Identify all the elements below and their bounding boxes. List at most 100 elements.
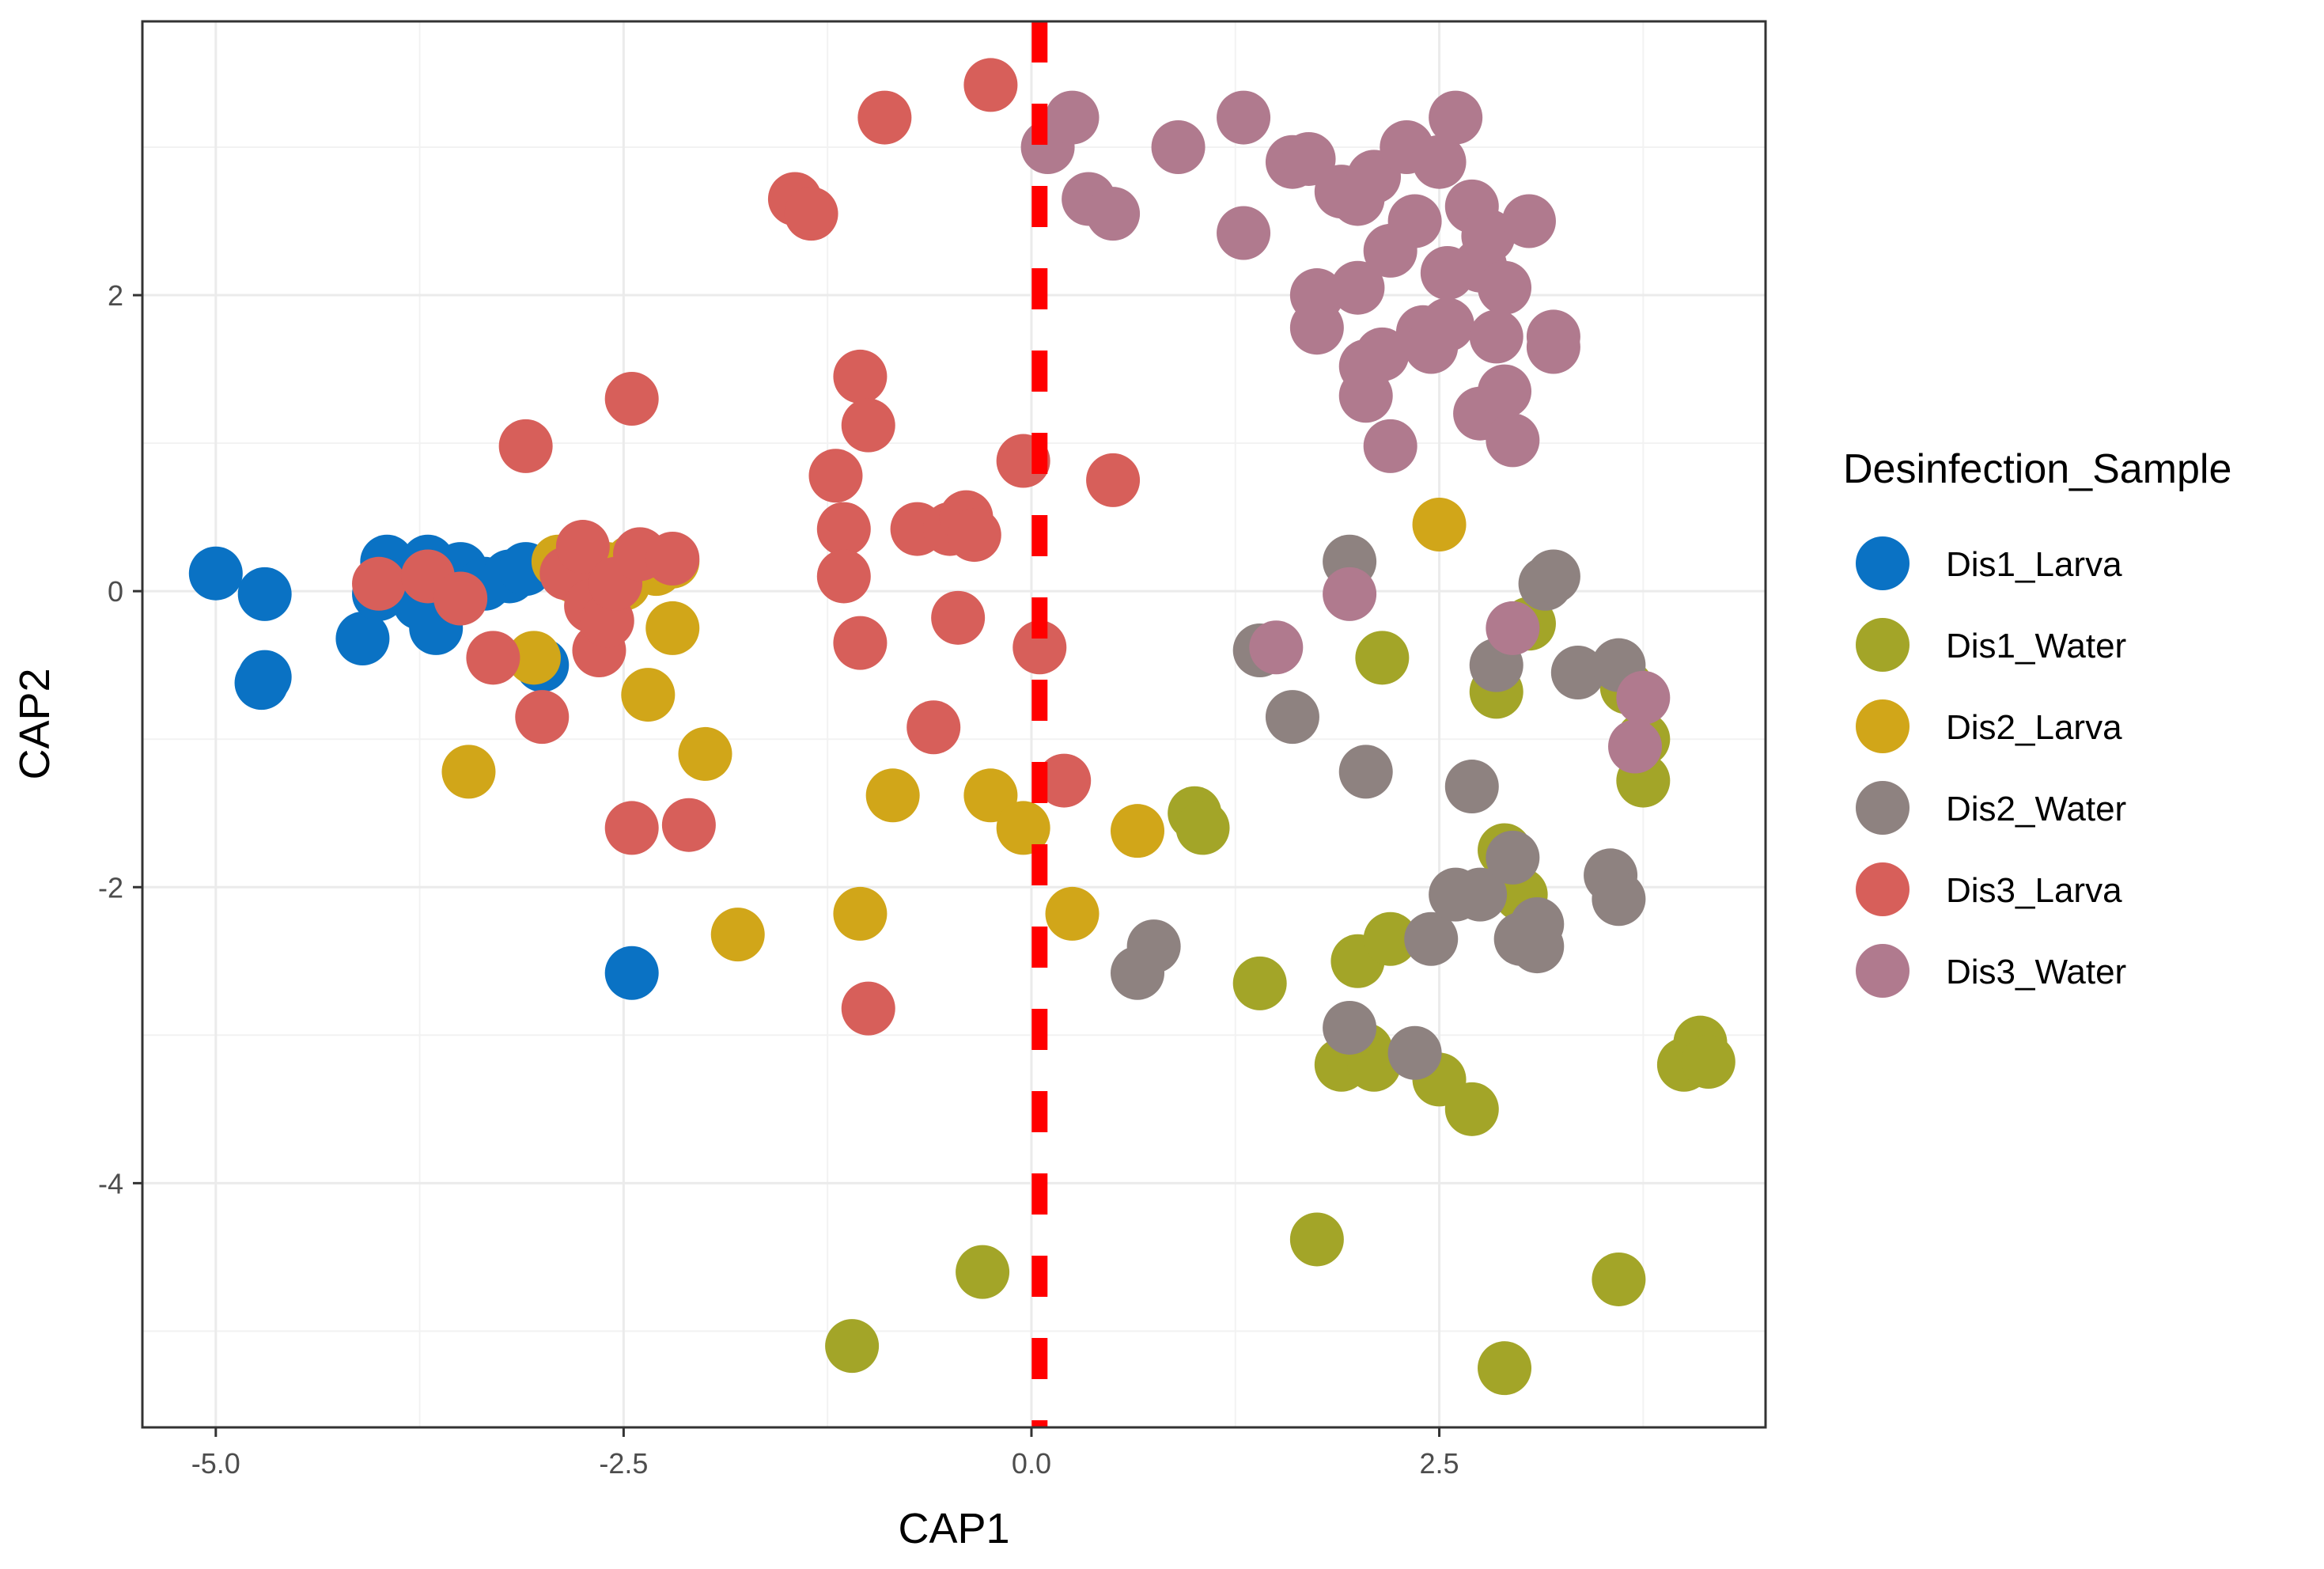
data-point (515, 690, 570, 745)
data-point (433, 571, 488, 626)
data-point (1045, 886, 1100, 941)
data-point (784, 187, 838, 241)
data-point (1608, 719, 1663, 774)
data-point (1469, 309, 1523, 364)
data-point (1501, 194, 1556, 248)
y-tick-label: 2 (108, 279, 123, 312)
data-point (947, 508, 1001, 563)
data-point (621, 668, 676, 722)
y-axis-title: CAP2 (11, 668, 59, 779)
legend: Desinfection_Sample Dis1_Larva Dis1_Water… (1843, 446, 2231, 998)
data-point (1550, 646, 1605, 700)
data-point (996, 801, 1050, 855)
data-point (506, 631, 561, 685)
data-point (498, 419, 553, 473)
data-point (1429, 90, 1483, 145)
data-point (1387, 194, 1442, 248)
data-point (1592, 872, 1646, 927)
data-point (1330, 260, 1385, 315)
data-point (1486, 601, 1540, 655)
data-point (1323, 1000, 1377, 1055)
data-point (1444, 1082, 1499, 1136)
data-point (1478, 364, 1532, 419)
legend-key (1856, 944, 1910, 998)
data-point (1412, 135, 1467, 189)
y-tick-label: 0 (108, 575, 123, 608)
data-point (555, 520, 610, 574)
series-Dis3_Water (1020, 90, 1671, 774)
data-point (1453, 867, 1508, 922)
data-point (963, 768, 1018, 823)
data-point (833, 886, 888, 941)
data-point (1175, 801, 1230, 855)
data-point (1012, 620, 1067, 675)
data-point (956, 1245, 1010, 1299)
data-point (963, 58, 1018, 112)
legend-label: Dis1_Larva (1946, 545, 2122, 584)
data-point (1592, 1252, 1646, 1306)
legend-key (1856, 618, 1910, 672)
data-point (1387, 1025, 1442, 1080)
data-point (466, 631, 520, 685)
legend-key (1856, 781, 1910, 835)
data-point (1420, 298, 1474, 352)
data-point (661, 798, 716, 852)
legend-title: Desinfection_Sample (1843, 446, 2231, 492)
data-point (1265, 690, 1319, 745)
data-point (1232, 956, 1287, 1010)
data-point (645, 601, 700, 655)
legend-item-Dis3_Larva: Dis3_Larva (1856, 862, 2122, 916)
data-point (1323, 567, 1377, 621)
series-Dis3_Larva (352, 58, 1141, 1036)
data-point (1526, 549, 1580, 604)
data-point (1111, 804, 1165, 858)
data-point (1404, 911, 1459, 966)
data-point (1478, 1341, 1532, 1396)
data-point (865, 768, 920, 823)
data-point (352, 556, 407, 611)
data-point (1486, 413, 1540, 468)
legend-label: Dis1_Water (1946, 627, 2126, 665)
data-point (1355, 327, 1410, 381)
data-point (1217, 90, 1271, 145)
data-point (188, 546, 243, 601)
data-point (604, 801, 659, 855)
y-axis: 2 0 -2 -4 (98, 279, 142, 1199)
data-point (1281, 131, 1336, 186)
data-point (604, 946, 659, 1000)
data-point (678, 726, 732, 781)
data-point (234, 656, 289, 711)
data-point (335, 612, 390, 666)
legend-label: Dis3_Larva (1946, 871, 2122, 910)
legend-item-Dis3_Water: Dis3_Water (1856, 944, 2126, 998)
legend-item-Dis1_Water: Dis1_Water (1856, 618, 2126, 672)
data-point (604, 371, 659, 426)
data-point (1681, 1034, 1735, 1089)
data-point (1355, 631, 1410, 685)
data-point (931, 590, 986, 645)
data-point (1126, 919, 1181, 974)
data-point (816, 502, 871, 556)
data-point (237, 567, 292, 621)
y-tick-label: -2 (98, 871, 123, 904)
data-point (1249, 620, 1304, 675)
data-point (1217, 206, 1271, 260)
x-tick-label: 0.0 (1012, 1447, 1051, 1480)
x-axis-title: CAP1 (898, 1505, 1009, 1552)
data-point (816, 549, 871, 604)
data-point (833, 616, 888, 670)
legend-label: Dis2_Larva (1946, 708, 2122, 747)
data-point (1045, 90, 1100, 145)
legend-item-Dis2_Water: Dis2_Water (1856, 781, 2126, 835)
data-point (1086, 453, 1141, 507)
data-point (808, 449, 863, 503)
data-point (1086, 187, 1141, 241)
data-point (1338, 369, 1393, 423)
y-tick-label: -4 (98, 1167, 123, 1199)
data-point (1616, 670, 1671, 725)
data-point (833, 349, 888, 404)
legend-key (1856, 536, 1910, 590)
data-point (1526, 320, 1580, 374)
data-point (1363, 419, 1417, 473)
